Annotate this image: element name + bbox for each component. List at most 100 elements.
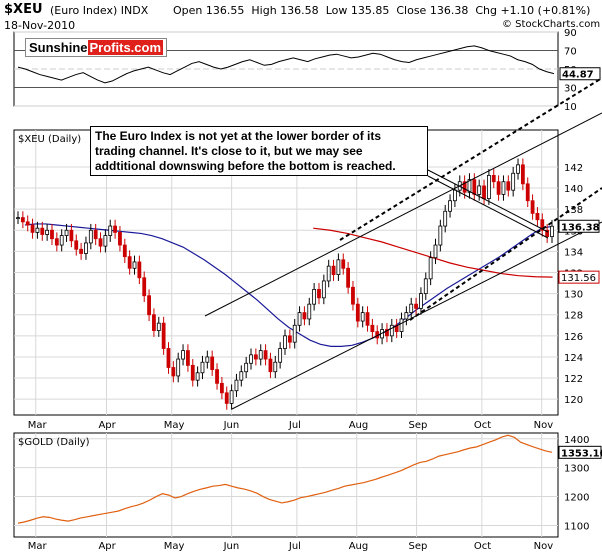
price-candle (127, 256, 132, 269)
price-candle (239, 371, 244, 381)
price-candle (540, 219, 545, 231)
price-xtick-label: May (164, 420, 185, 431)
price-candle (448, 200, 452, 212)
price-candle (161, 322, 166, 349)
ma50-line (24, 223, 553, 347)
price-candle (326, 265, 331, 282)
price-candle (98, 238, 103, 247)
price-xtick-label: Jul (288, 420, 301, 431)
rsi-tick-label: 10 (564, 102, 577, 113)
channel-upper-dashed-line (339, 77, 602, 241)
price-candle (93, 229, 98, 240)
price-candle (370, 324, 375, 333)
gold-xtick-label: Jun (223, 541, 240, 552)
price-candle (302, 312, 307, 320)
price-candle (30, 224, 35, 233)
price-candle (156, 322, 161, 331)
price-candle (263, 350, 268, 360)
credit: © StockCharts.com (502, 19, 601, 30)
price-candle (113, 225, 117, 233)
price-candle (224, 392, 229, 404)
price-candle (506, 181, 511, 191)
gold-xtick-label: Apr (98, 541, 116, 552)
ma200-line (313, 227, 553, 278)
price-candle (462, 181, 467, 193)
price-candle (307, 303, 312, 320)
callout-pointer (427, 169, 549, 233)
price-candle (496, 181, 501, 195)
price-candle (205, 356, 210, 363)
price-xtick-label: Sep (409, 420, 428, 431)
price-candle (414, 303, 418, 309)
price-candle (351, 286, 355, 305)
price-candle (336, 259, 341, 276)
price-candle (317, 288, 321, 299)
price-candle (253, 354, 258, 360)
price-tick-label: 142 (564, 163, 583, 174)
price-candle (486, 174, 491, 200)
price-candle (385, 329, 389, 337)
gold-panel (13, 432, 559, 538)
price-candle (244, 362, 249, 373)
price-candle (137, 261, 142, 279)
price-tick-label: 122 (564, 374, 583, 385)
price-candle (64, 229, 69, 236)
price-candle (249, 354, 253, 364)
gold-tick-label: 1400 (564, 435, 589, 446)
price-candle (520, 164, 525, 185)
price-candle (142, 277, 147, 297)
gold-panel-title: $GOLD (Daily) (18, 437, 90, 448)
price-candle (482, 185, 486, 200)
price-candle (88, 229, 93, 244)
price-candle (297, 312, 302, 326)
price-tick-label: 130 (564, 290, 583, 301)
price-candle (467, 179, 472, 193)
price-panel-title: $XEU (Daily) (18, 134, 81, 145)
price-candle (166, 348, 171, 368)
channel-upper-line (204, 112, 602, 317)
gold-xtick-label: Mar (28, 541, 48, 552)
rsi-tick-label: 90 (564, 28, 577, 39)
price-tick-label: 120 (564, 395, 583, 406)
price-candle (365, 312, 370, 326)
price-candle (219, 382, 224, 394)
gold-xtick-label: Nov (534, 541, 554, 552)
price-candle (516, 164, 520, 174)
price-candle (355, 303, 360, 322)
ohlc-summary: Open 136.55 High 136.58 Low 135.85 Close… (173, 4, 591, 17)
price-tick-label: 124 (564, 353, 583, 364)
price-tick-label: 126 (564, 332, 583, 343)
channel-lower-dashed-line (409, 187, 602, 321)
chart-date: 18-Nov-2010 (4, 19, 76, 32)
logo: Sunshine Profits.com (25, 38, 168, 57)
price-tick-label: 140 (564, 184, 583, 195)
price-candle (181, 350, 185, 360)
price-candle (428, 257, 433, 280)
price-tick-label: 138 (564, 205, 583, 216)
rsi-line (17, 45, 555, 84)
price-candle (443, 210, 448, 227)
price-candle (399, 318, 404, 333)
price-candle (389, 324, 394, 337)
price-candle (118, 231, 122, 246)
price-candle (341, 259, 346, 269)
price-candle (258, 350, 263, 360)
price-candle (35, 227, 40, 233)
price-candle (501, 181, 506, 195)
price-candle (45, 229, 50, 235)
rsi-current-box (559, 67, 601, 81)
price-candle (535, 212, 540, 221)
price-candle (525, 183, 530, 202)
gold-xtick-label: Oct (474, 541, 491, 552)
price-candle (210, 356, 215, 371)
close-value-label: 136.38 (561, 222, 600, 233)
price-xtick-label: Aug (349, 420, 369, 431)
ma200-value-label: 131.56 (561, 273, 596, 284)
price-candle (312, 288, 317, 305)
price-candle (292, 324, 297, 343)
price-candle (234, 379, 239, 392)
price-candle (229, 390, 234, 404)
price-candle (152, 314, 156, 331)
price-candle (200, 361, 205, 374)
price-candle (122, 244, 127, 258)
